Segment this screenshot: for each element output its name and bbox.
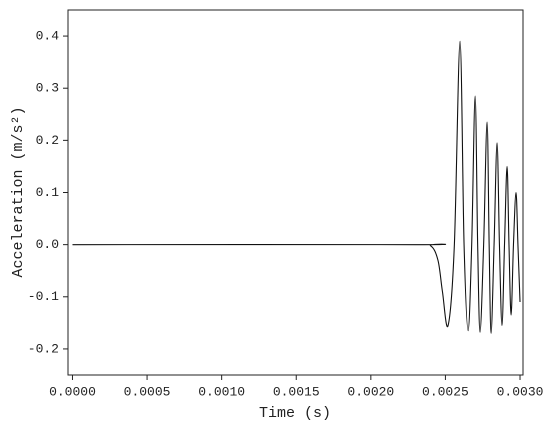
x-tick-label: 0.0015 xyxy=(273,384,320,399)
y-tick-label: -0.2 xyxy=(28,341,59,356)
plot-frame xyxy=(67,9,524,376)
x-tick-label: 0.0010 xyxy=(198,384,245,399)
x-tick-label: 0.0030 xyxy=(497,384,544,399)
y-tick-label: 0.2 xyxy=(36,133,59,148)
y-tick-label: 0.3 xyxy=(36,81,59,96)
y-tick-label: -0.1 xyxy=(28,289,59,304)
y-axis-label: Acceleration (m/s²) xyxy=(10,106,27,277)
x-axis-label: Time (s) xyxy=(259,405,331,422)
x-tick-label: 0.0025 xyxy=(422,384,469,399)
x-tick-label: 0.0005 xyxy=(124,384,171,399)
x-tick-label: 0.0020 xyxy=(347,384,394,399)
x-tick-label: 0.0000 xyxy=(49,384,96,399)
y-tick-label: 0.4 xyxy=(36,29,60,44)
data-line xyxy=(72,40,521,334)
y-tick-label: 0.1 xyxy=(36,185,60,200)
y-tick-label: 0.0 xyxy=(36,237,59,252)
